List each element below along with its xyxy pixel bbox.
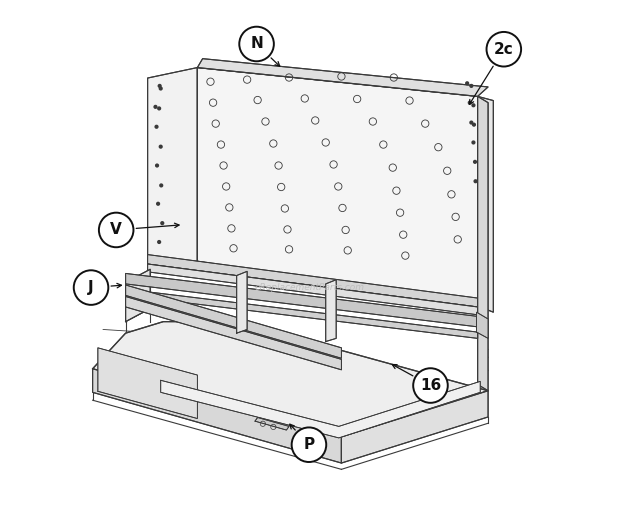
Polygon shape xyxy=(342,391,488,463)
Text: 2c: 2c xyxy=(494,42,514,56)
Polygon shape xyxy=(148,264,477,315)
Polygon shape xyxy=(237,271,247,333)
Polygon shape xyxy=(126,289,477,338)
Text: V: V xyxy=(110,222,122,238)
Circle shape xyxy=(155,164,159,167)
Polygon shape xyxy=(98,348,197,419)
Circle shape xyxy=(159,183,163,187)
Circle shape xyxy=(474,179,477,183)
Circle shape xyxy=(160,221,164,225)
Polygon shape xyxy=(148,254,477,307)
Polygon shape xyxy=(197,68,477,306)
Text: J: J xyxy=(88,280,94,295)
Circle shape xyxy=(157,240,161,244)
Circle shape xyxy=(154,125,159,129)
Circle shape xyxy=(74,270,108,305)
Circle shape xyxy=(156,202,160,206)
Polygon shape xyxy=(255,418,289,430)
Polygon shape xyxy=(477,312,488,338)
Circle shape xyxy=(291,428,326,462)
Circle shape xyxy=(157,106,161,110)
Text: P: P xyxy=(303,437,314,452)
Polygon shape xyxy=(477,97,488,391)
Circle shape xyxy=(239,27,274,61)
Circle shape xyxy=(159,145,163,149)
Circle shape xyxy=(99,213,133,247)
Polygon shape xyxy=(148,68,197,261)
Circle shape xyxy=(472,122,476,127)
Polygon shape xyxy=(477,97,494,312)
Polygon shape xyxy=(161,380,480,438)
Circle shape xyxy=(467,100,472,105)
Circle shape xyxy=(465,81,469,86)
Circle shape xyxy=(159,87,163,91)
Circle shape xyxy=(471,140,476,145)
Circle shape xyxy=(473,160,477,164)
Circle shape xyxy=(471,103,476,107)
Polygon shape xyxy=(197,59,488,97)
Polygon shape xyxy=(126,285,342,359)
Text: 16: 16 xyxy=(420,378,441,393)
Polygon shape xyxy=(326,280,336,342)
Circle shape xyxy=(157,84,162,88)
Text: eReplacementParts.com: eReplacementParts.com xyxy=(255,283,365,292)
Polygon shape xyxy=(92,369,342,463)
Polygon shape xyxy=(126,274,477,327)
Polygon shape xyxy=(126,297,342,370)
Circle shape xyxy=(413,368,448,403)
Circle shape xyxy=(469,84,474,88)
Polygon shape xyxy=(92,322,488,437)
Text: N: N xyxy=(250,36,263,52)
Polygon shape xyxy=(126,269,150,322)
Circle shape xyxy=(487,32,521,67)
Circle shape xyxy=(153,105,157,109)
Circle shape xyxy=(469,120,474,125)
